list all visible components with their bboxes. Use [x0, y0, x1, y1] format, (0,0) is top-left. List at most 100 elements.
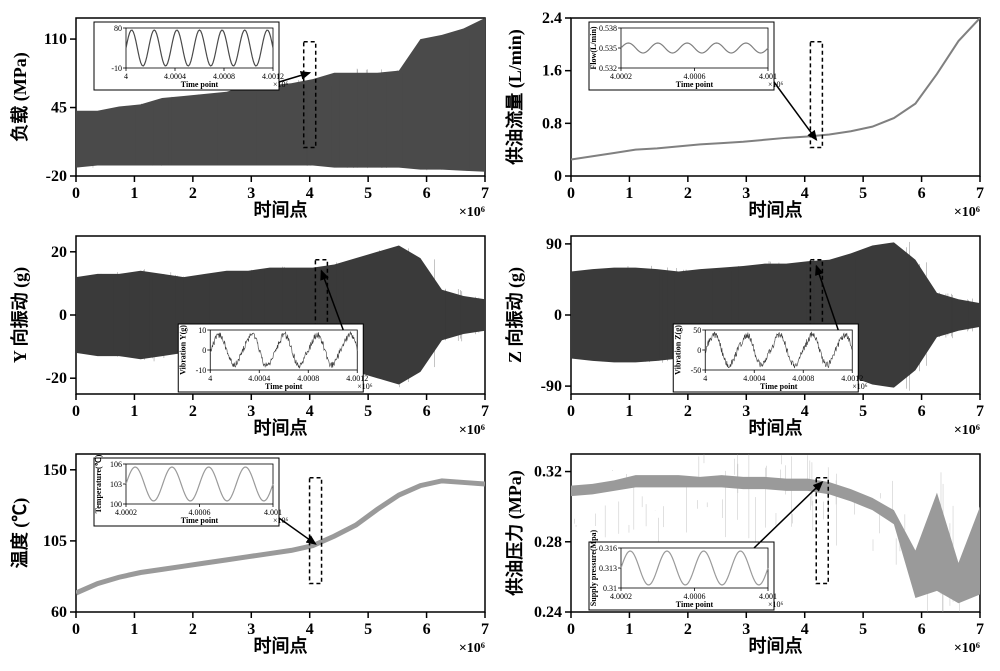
svg-text:2: 2: [684, 185, 692, 202]
svg-text:0: 0: [202, 346, 206, 355]
svg-text:Time point: Time point: [676, 80, 714, 89]
svg-text:Supply pressure(Mpa): Supply pressure(Mpa): [589, 529, 598, 606]
panel-load: 01234567-2045110时间点负载 (MPa)×10⁶-108044.0…: [10, 10, 495, 224]
svg-text:60: 60: [51, 604, 67, 621]
svg-text:4: 4: [124, 72, 128, 81]
svg-text:×10⁶: ×10⁶: [768, 600, 784, 609]
svg-text:0.538: 0.538: [599, 24, 617, 33]
svg-text:Time point: Time point: [760, 382, 798, 391]
x-offset: ×10⁶: [954, 423, 980, 438]
svg-text:7: 7: [481, 621, 489, 638]
svg-text:-90: -90: [541, 378, 562, 395]
svg-text:0: 0: [72, 185, 80, 202]
x-offset: ×10⁶: [459, 641, 485, 656]
svg-text:0: 0: [72, 403, 80, 420]
svg-text:90: 90: [546, 236, 562, 253]
svg-text:1: 1: [130, 403, 138, 420]
x-offset: ×10⁶: [459, 205, 485, 220]
chart-load: 01234567-2045110时间点负载 (MPa)×10⁶-108044.0…: [10, 10, 495, 220]
svg-text:0.24: 0.24: [534, 604, 562, 621]
xlabel: 时间点: [254, 417, 308, 438]
svg-text:1.6: 1.6: [542, 63, 562, 80]
svg-text:4.0002: 4.0002: [610, 72, 632, 81]
svg-text:20: 20: [51, 244, 67, 261]
panel-vibz: 01234567-90090时间点Z 向振动 (g)×10⁶-5005044.0…: [505, 228, 990, 442]
roi-box: [810, 42, 822, 148]
svg-text:6: 6: [423, 403, 431, 420]
svg-text:106: 106: [110, 460, 122, 469]
chart-pressure: 012345670.240.280.32时间点供油压力 (MPa)×10⁶0.3…: [505, 446, 990, 656]
svg-text:0: 0: [567, 185, 575, 202]
svg-text:80: 80: [114, 24, 122, 33]
svg-text:-50: -50: [691, 366, 702, 375]
svg-text:Time point: Time point: [676, 600, 714, 609]
svg-text:7: 7: [976, 621, 984, 638]
xlabel: 时间点: [749, 635, 803, 656]
svg-text:-10: -10: [196, 366, 207, 375]
svg-text:6: 6: [918, 403, 926, 420]
chart-vibz: 01234567-90090时间点Z 向振动 (g)×10⁶-5005044.0…: [505, 228, 990, 438]
ylabel: Y 向振动 (g): [10, 267, 31, 363]
svg-text:0.316: 0.316: [599, 544, 617, 553]
xlabel: 时间点: [749, 199, 803, 220]
panel-pressure: 012345670.240.280.32时间点供油压力 (MPa)×10⁶0.3…: [505, 446, 990, 660]
svg-text:×10⁶: ×10⁶: [852, 382, 868, 391]
svg-text:0.535: 0.535: [599, 44, 617, 53]
svg-text:Time point: Time point: [265, 382, 303, 391]
svg-text:6: 6: [918, 185, 926, 202]
svg-text:-10: -10: [111, 64, 122, 73]
svg-text:0: 0: [567, 621, 575, 638]
svg-text:Vibration Z(g): Vibration Z(g): [673, 325, 682, 375]
svg-text:7: 7: [976, 403, 984, 420]
svg-text:10: 10: [198, 326, 206, 335]
chart-flow: 0123456700.81.62.4时间点供油流量 (L/min)×10⁶0.5…: [505, 10, 990, 220]
arrow: [774, 82, 816, 140]
svg-text:50: 50: [693, 326, 701, 335]
svg-text:2: 2: [684, 621, 692, 638]
svg-text:5: 5: [364, 185, 372, 202]
panel-temp: 0123456760105150时间点温度 (℃)×10⁶1001031064.…: [10, 446, 495, 660]
chart-grid: 01234567-2045110时间点负载 (MPa)×10⁶-108044.0…: [10, 10, 990, 660]
xlabel: 时间点: [749, 417, 803, 438]
chart-viby: 01234567-20020时间点Y 向振动 (g)×10⁶-1001044.0…: [10, 228, 495, 438]
xlabel: 时间点: [254, 199, 308, 220]
svg-text:0: 0: [72, 621, 80, 638]
ylabel: Z 向振动 (g): [505, 267, 526, 363]
roi-box: [310, 478, 322, 584]
ylabel: 供油流量 (L/min): [505, 29, 526, 166]
xlabel: 时间点: [254, 635, 308, 656]
svg-text:5: 5: [364, 621, 372, 638]
ylabel: 负载 (MPa): [10, 52, 31, 141]
x-offset: ×10⁶: [954, 641, 980, 656]
svg-text:4: 4: [703, 374, 707, 383]
svg-text:5: 5: [859, 403, 867, 420]
svg-text:1: 1: [625, 621, 633, 638]
svg-text:0: 0: [554, 307, 562, 324]
svg-text:0: 0: [554, 168, 562, 185]
svg-text:1: 1: [130, 621, 138, 638]
svg-text:4.0002: 4.0002: [610, 592, 632, 601]
svg-text:105: 105: [43, 533, 67, 550]
svg-text:0: 0: [697, 346, 701, 355]
svg-text:6: 6: [918, 621, 926, 638]
svg-text:-20: -20: [46, 168, 67, 185]
panel-viby: 01234567-20020时间点Y 向振动 (g)×10⁶-1001044.0…: [10, 228, 495, 442]
x-offset: ×10⁶: [459, 423, 485, 438]
svg-text:Time point: Time point: [181, 80, 219, 89]
svg-text:6: 6: [423, 185, 431, 202]
svg-text:7: 7: [481, 185, 489, 202]
svg-text:2: 2: [189, 185, 197, 202]
svg-text:4: 4: [208, 374, 212, 383]
svg-text:Flow(L/min): Flow(L/min): [589, 26, 598, 69]
svg-text:103: 103: [110, 480, 122, 489]
svg-text:0.32: 0.32: [534, 464, 562, 481]
svg-text:1: 1: [625, 403, 633, 420]
svg-text:5: 5: [364, 403, 372, 420]
svg-text:-20: -20: [46, 370, 67, 387]
svg-text:1: 1: [130, 185, 138, 202]
chart-temp: 0123456760105150时间点温度 (℃)×10⁶1001031064.…: [10, 446, 495, 656]
svg-text:0.8: 0.8: [542, 115, 562, 132]
svg-text:0: 0: [567, 403, 575, 420]
svg-text:Temperature(℃): Temperature(℃): [94, 454, 103, 513]
svg-text:7: 7: [481, 403, 489, 420]
